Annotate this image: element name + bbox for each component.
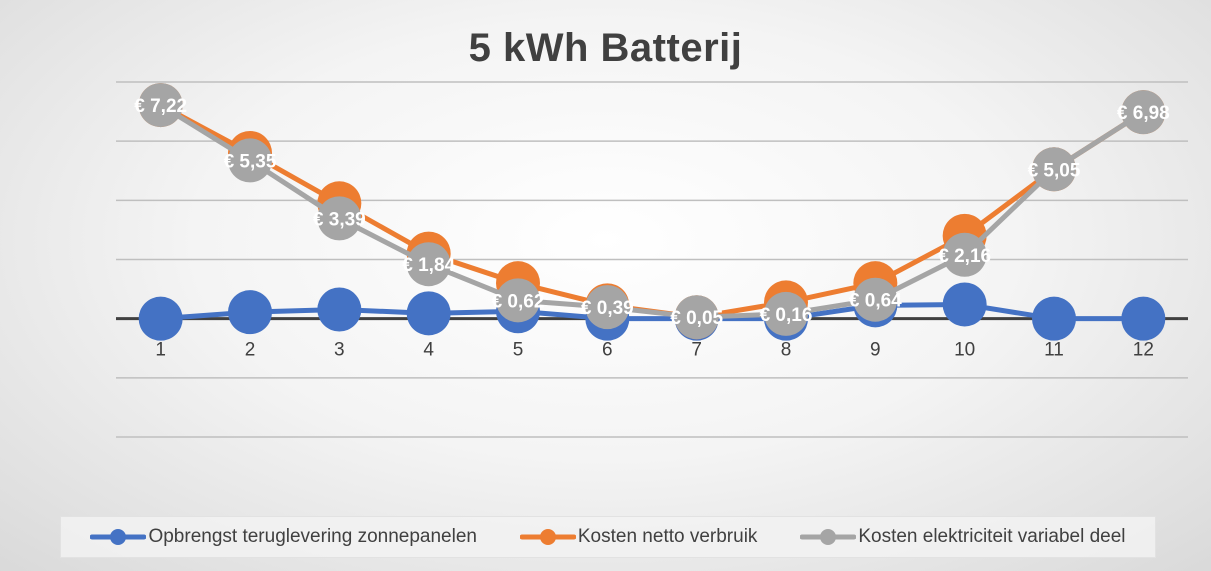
chart-title: 5 kWh Batterij <box>468 26 743 70</box>
gridlines <box>116 81 1188 438</box>
x-tick-label: 9 <box>870 340 881 361</box>
x-tick-label: 2 <box>245 340 256 361</box>
data-label: € 1,84 <box>402 255 455 276</box>
data-point <box>853 277 898 322</box>
legend: Opbrengst teruglevering zonnepanelen Kost… <box>60 516 1156 558</box>
data-point <box>585 285 630 330</box>
x-tick-label: 1 <box>155 340 166 361</box>
data-label: € 0,62 <box>492 291 545 312</box>
data-point <box>1121 90 1166 135</box>
legend-swatch <box>800 529 857 545</box>
data-point <box>228 290 272 335</box>
legend-label: Opbrengst teruglevering zonnepanelen <box>148 526 477 547</box>
data-point <box>1032 296 1076 341</box>
x-tick-label: 3 <box>334 340 345 361</box>
data-point <box>406 242 451 287</box>
legend-label: Kosten netto verbruik <box>577 526 758 547</box>
x-tick-label: 11 <box>1044 340 1064 361</box>
data-point <box>317 287 362 332</box>
data-point <box>496 278 540 323</box>
x-axis-tick-labels: 1 2 3 4 5 6 7 8 9 10 11 12 <box>155 340 1154 361</box>
x-tick-label: 10 <box>954 340 975 361</box>
series-line <box>159 102 1145 320</box>
data-point <box>138 83 183 128</box>
legend-label: Kosten elektriciteit variabel deel <box>858 526 1126 547</box>
data-label: € 6,98 <box>1117 103 1170 124</box>
x-tick-label: 5 <box>513 340 524 361</box>
data-label: € 0,64 <box>849 291 902 312</box>
series-lines: € 7,22 € 5,35 € 3,39 € 1,84 € 0,62 € 0,39 € 0,… <box>134 83 1170 341</box>
data-label: € 5,05 <box>1028 160 1081 181</box>
series-3: € 7,22 € 5,35 € 3,39 € 1,84 € 0,62 € 0,39 € 0,… <box>134 83 1170 340</box>
data-point <box>942 232 987 277</box>
data-point <box>674 295 719 340</box>
data-label: € 2,16 <box>938 246 991 267</box>
data-label: € 0,16 <box>760 305 813 326</box>
data-label: € 3,39 <box>313 209 366 230</box>
legend-item-1: Opbrengst teruglevering zonnepanelen <box>90 526 477 548</box>
data-label: € 0,39 <box>581 298 634 319</box>
x-tick-label: 12 <box>1133 340 1154 361</box>
data-label: € 0,05 <box>670 308 723 329</box>
legend-item-3: Kosten elektriciteit variabel deel <box>800 526 1126 548</box>
legend-item-2: Kosten netto verbruik <box>519 526 758 548</box>
data-label: € 7,22 <box>134 96 187 117</box>
data-point <box>942 282 987 327</box>
x-tick-label: 6 <box>602 340 613 361</box>
x-tick-label: 7 <box>691 340 702 361</box>
data-point <box>406 291 451 336</box>
data-point <box>138 296 183 341</box>
data-point <box>317 196 362 241</box>
data-point <box>764 291 808 336</box>
legend-swatch <box>519 529 576 545</box>
x-tick-label: 4 <box>423 340 434 361</box>
data-point <box>1032 147 1076 192</box>
x-tick-label: 8 <box>781 340 792 361</box>
data-label: € 5,35 <box>224 151 277 172</box>
data-point <box>228 138 272 183</box>
data-point <box>1121 296 1166 341</box>
legend-swatch <box>90 529 147 545</box>
